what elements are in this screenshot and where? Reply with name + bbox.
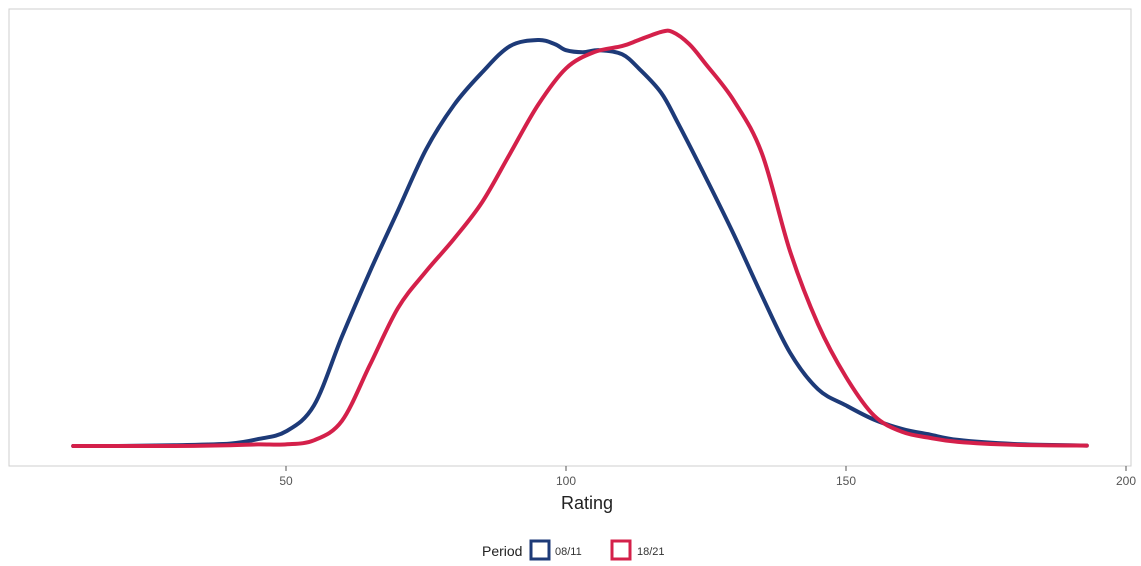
x-axis-title: Rating [561, 493, 613, 513]
density-curves [71, 28, 1089, 449]
legend-key-2 [610, 539, 632, 561]
legend-key-1 [529, 539, 551, 561]
plot-panel-border [8, 8, 1132, 467]
x-axis: 50 100 150 200 [279, 466, 1136, 488]
series-line-1 [71, 37, 1089, 449]
legend-title: Period [482, 543, 522, 559]
x-tick-label: 50 [279, 474, 293, 488]
x-tick-label: 200 [1116, 474, 1136, 488]
series-line-2 [71, 28, 1089, 449]
legend-label-2: 18/21 [637, 546, 665, 558]
legend: Period 08/11 18/21 [482, 539, 665, 561]
legend-label-1: 08/11 [555, 546, 582, 558]
x-tick-label: 150 [836, 474, 856, 488]
x-tick-label: 100 [556, 474, 576, 488]
